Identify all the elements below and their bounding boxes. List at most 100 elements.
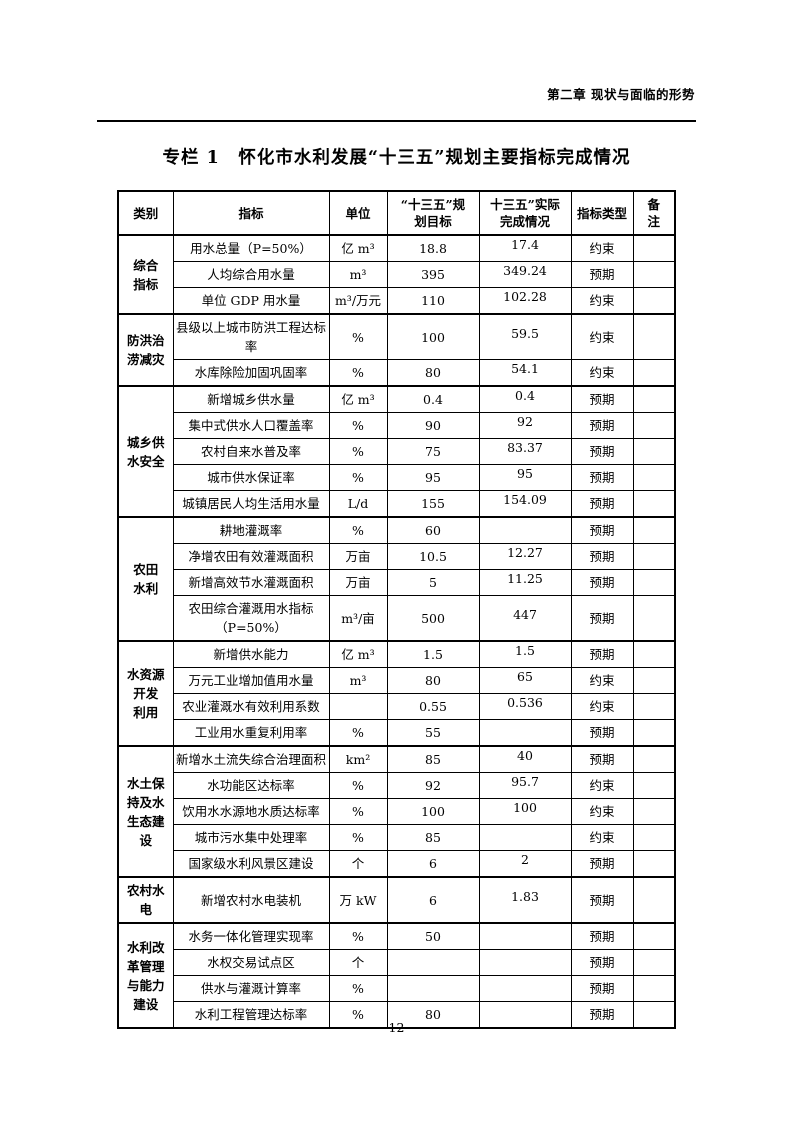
target-cell: 10.5 [386, 543, 480, 570]
unit-cell: 亿 m³ [328, 234, 388, 262]
actual-value: 83.37 [507, 440, 543, 455]
remark-cell [632, 772, 676, 799]
remark-cell [632, 234, 676, 262]
table-row: 万元工业增加值用水量 m³ 80 65 约束 [118, 667, 676, 694]
unit-cell: 万亩 [328, 543, 388, 570]
actual-value: 54.1 [511, 361, 539, 376]
table-row: 城镇居民人均生活用水量 L/d 155 154.09 预期 [118, 490, 676, 518]
actual-value: 1.83 [511, 888, 539, 904]
target-cell: 92 [386, 772, 480, 799]
indicator-cell: 耕地灌溉率 [172, 516, 330, 544]
actual-cell: 65 [478, 667, 572, 694]
remark-cell [632, 313, 676, 360]
unit-cell: % [328, 464, 388, 491]
indicator-cell: 国家级水利风景区建设 [172, 850, 330, 878]
type-cell: 预期 [570, 412, 634, 439]
indicator-cell: 集中式供水人口覆盖率 [172, 412, 330, 439]
actual-cell [478, 975, 572, 1002]
type-cell: 预期 [570, 516, 634, 544]
table-row: 农村自来水普及率% 75 83.37 预期 [118, 438, 676, 465]
target-cell: 155 [386, 490, 480, 518]
unit-cell: m³ [328, 667, 388, 694]
target-cell: 500 [386, 595, 480, 642]
unit-cell: 万 kW [328, 876, 388, 924]
actual-cell: 349.24 [478, 261, 572, 288]
table-row: 工业用水重复利用率% 55 预期 [118, 719, 676, 747]
page-number: 12 [388, 1020, 405, 1035]
target-cell: 95 [386, 464, 480, 491]
table-row: 水功能区达标率% 92 95.7 约束 [118, 772, 676, 799]
table-row: 城市供水保证率% 95 95 预期 [118, 464, 676, 491]
remark-cell [632, 693, 676, 720]
actual-value: 2 [521, 852, 529, 867]
remark-cell [632, 745, 676, 773]
table-wrap: 类别 指标 单位 “十三五”规 划目标 十三五”实际 完成情况 指标类型备 注 综合 指标… [117, 190, 676, 1029]
type-cell: 预期 [570, 261, 634, 288]
indicator-cell: 供水与灌溉计算率 [172, 975, 330, 1002]
remark-cell [632, 464, 676, 491]
table-row: 城乡供 水安全 新增城乡供水量亿 m³ 0.4 0.4 预期 [117, 385, 676, 518]
indicator-cell: 水务一体化管理实现率 [172, 922, 330, 950]
target-cell: 395 [386, 261, 480, 288]
actual-value: 12.27 [507, 545, 543, 560]
type-cell: 约束 [570, 313, 634, 360]
unit-cell: % [328, 798, 388, 825]
unit-cell: % [328, 719, 388, 747]
remark-cell [632, 543, 676, 570]
table-row: 集中式供水人口覆盖率% 90 92 预期 [118, 412, 676, 439]
type-cell: 预期 [570, 719, 634, 747]
type-cell: 约束 [570, 667, 634, 694]
type-cell: 预期 [570, 490, 634, 518]
actual-cell: 154.09 [478, 490, 572, 518]
remark-cell [632, 569, 676, 596]
table-row: 国家级水利风景区建设个 6 2 预期 [118, 850, 676, 878]
table-header-cell: 单位 [328, 190, 388, 236]
actual-cell [478, 1001, 572, 1029]
type-cell: 预期 [570, 949, 634, 976]
type-cell: 预期 [570, 595, 634, 642]
indicator-cell: 水库除险加固巩固率 [172, 359, 330, 387]
actual-cell [478, 949, 572, 976]
remark-cell [632, 719, 676, 747]
actual-cell [478, 516, 572, 544]
indicator-cell: 城市供水保证率 [172, 464, 330, 491]
actual-cell: 1.5 [478, 640, 572, 668]
actual-value: 92 [517, 414, 533, 429]
target-cell: 100 [386, 798, 480, 825]
indicator-cell: 新增水土流失综合治理面积 [172, 745, 330, 773]
actual-cell: 2 [478, 850, 572, 878]
table-row: 饮用水水源地水质达标率% 100 100 约束 [118, 798, 676, 825]
target-cell: 60 [386, 516, 480, 544]
chapter-heading: 第二章 现状与面临的形势 [547, 87, 695, 102]
indicator-cell: 水权交易试点区 [172, 949, 330, 976]
indicator-cell: 农田综合灌溉用水指标（P=50%） [172, 595, 330, 642]
actual-value: 447 [513, 606, 537, 622]
unit-cell: 亿 m³ [328, 385, 388, 413]
indicator-cell: 用水总量（P=50%） [172, 234, 330, 262]
actual-cell [478, 922, 572, 950]
indicator-cell: 城市污水集中处理率 [172, 824, 330, 851]
box-title: 专栏 1 怀化市水利发展“十三五”规划主要指标完成情况 [162, 148, 631, 168]
target-cell: 1.5 [386, 640, 480, 668]
indicator-cell: 新增高效节水灌溉面积 [172, 569, 330, 596]
actual-value: 102.28 [503, 289, 547, 304]
remark-cell [632, 287, 676, 315]
indicator-cell: 新增农村水电装机 [172, 876, 330, 924]
actual-cell: 11.25 [478, 569, 572, 596]
indicator-cell: 新增城乡供水量 [172, 385, 330, 413]
type-cell: 约束 [570, 287, 634, 315]
actual-value: 59.5 [511, 325, 539, 341]
unit-cell: % [328, 359, 388, 387]
remark-cell [632, 490, 676, 518]
category-cell: 防洪治 涝减灾 [117, 313, 174, 387]
actual-value: 40 [517, 748, 533, 763]
remark-cell [632, 850, 676, 878]
actual-cell: 54.1 [478, 359, 572, 387]
table-row: 综合 指标 用水总量（P=50%）亿 m³ 18.8 17.4 约束 [117, 234, 676, 315]
type-cell: 约束 [570, 772, 634, 799]
table-body: 综合 指标 用水总量（P=50%）亿 m³ 18.8 17.4 约束 人均综合用水量 m³ 3… [117, 234, 676, 1029]
actual-cell: 0.536 [478, 693, 572, 720]
type-cell: 预期 [570, 850, 634, 878]
table-row: 水利改 革管理 与能力 建设 水务一体化管理实现率% 50 预期 [117, 922, 676, 1029]
target-cell: 80 [386, 667, 480, 694]
